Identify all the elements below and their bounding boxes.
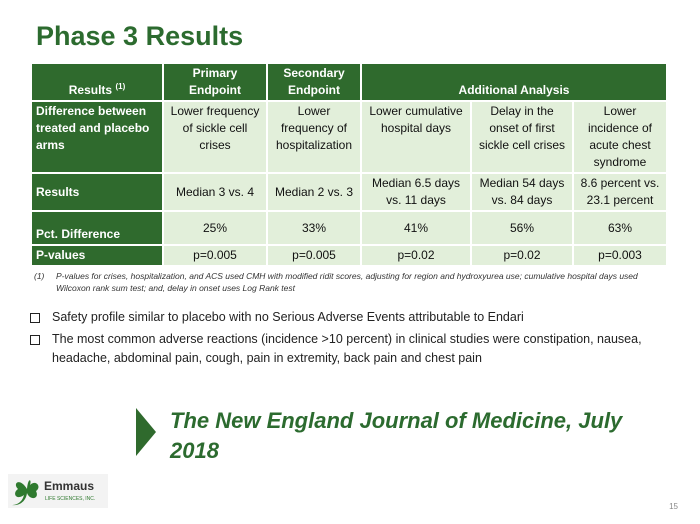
footnote-marker: (1) [34,271,45,281]
table-cell: Median 2 vs. 3 [266,172,362,212]
table-cell: p=0.003 [572,244,668,267]
table-cell: 41% [360,210,472,246]
table-cell: Median 6.5 days vs. 11 days [360,172,472,212]
table-cell: Median 3 vs. 4 [162,172,268,212]
bullet-text: Safety profile similar to placebo with n… [52,310,524,324]
page-title: Phase 3 Results [36,21,244,51]
header-additional: Additional Analysis [360,62,668,102]
logo-name: Emmaus [44,479,95,493]
table-cell: Lower incidence of acute chest syndrome [572,100,668,174]
header-results-label: Results [68,83,113,97]
table-row: Pct. Difference 25% 33% 41% 56% 63% [30,210,668,246]
table-cell: Median 54 days vs. 84 days [470,172,574,212]
table-cell: p=0.005 [162,244,268,267]
table-cell: p=0.02 [360,244,472,267]
bullet-item: Safety profile similar to placebo with n… [30,308,670,327]
clover-logo-icon [12,480,39,506]
table-row: Difference between treated and placebo a… [30,100,668,174]
checkbox-bullet-icon [30,313,40,323]
table-row: Results Median 3 vs. 4 Median 2 vs. 3 Me… [30,172,668,212]
journal-callout: The New England Journal of Medicine, Jul… [170,408,623,463]
table-cell: Lower frequency of hospitalization [266,100,362,174]
table-row: P-values p=0.005 p=0.005 p=0.02 p=0.02 p… [30,244,668,267]
table-cell: p=0.02 [470,244,574,267]
table-cell: 8.6 percent vs. 23.1 percent [572,172,668,212]
footnote: (1) P-values for crises, hospitalization,… [30,270,670,294]
table-cell: 25% [162,210,268,246]
checkbox-bullet-icon [30,335,40,345]
triangle-arrow-icon [136,408,156,456]
emmaus-logo: Emmaus LIFE SCIENCES, INC. [8,474,108,508]
header-footnote-ref: (1) [115,82,126,91]
table-cell: Lower cumulative hospital days [360,100,472,174]
page-number: 15 [669,502,678,511]
footnote-text: P-values for crises, hospitalization, an… [56,271,638,293]
table-cell: 63% [572,210,668,246]
row-label: Results [30,172,164,212]
row-label: P-values [30,244,164,267]
table-cell: 33% [266,210,362,246]
table-cell: 56% [470,210,574,246]
bullet-text: The most common adverse reactions (incid… [52,332,642,365]
content-column: Results (1) Primary Endpoint Secondary E… [30,62,670,368]
header-secondary: Secondary Endpoint [266,62,362,102]
header-primary: Primary Endpoint [162,62,268,102]
logo-subtitle: LIFE SCIENCES, INC. [45,496,96,502]
results-table: Results (1) Primary Endpoint Secondary E… [30,62,668,267]
table-cell: Delay in the onset of first sickle cell … [470,100,574,174]
row-label: Difference between treated and placebo a… [30,100,164,174]
table-header-row: Results (1) Primary Endpoint Secondary E… [30,62,668,102]
row-label: Pct. Difference [30,210,164,246]
table-cell: Lower frequency of sickle cell crises [162,100,268,174]
bullet-item: The most common adverse reactions (incid… [30,330,670,368]
header-results: Results (1) [30,62,164,102]
table-cell: p=0.005 [266,244,362,267]
